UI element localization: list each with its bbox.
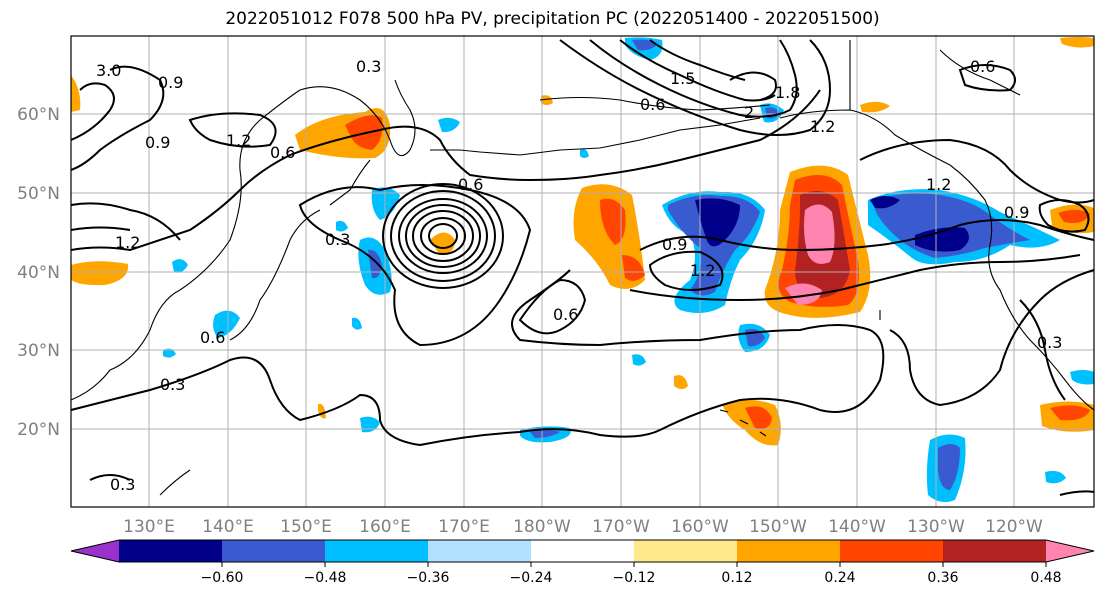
lat-tick-label: 40°N bbox=[17, 263, 60, 283]
contour-label: 1.2 bbox=[926, 175, 951, 194]
map-frame bbox=[70, 35, 1095, 508]
contour-label: 0.9 bbox=[662, 235, 687, 254]
colorbar-segment bbox=[119, 540, 223, 562]
coastlines bbox=[70, 40, 1095, 496]
lon-tick-label: 130°E bbox=[123, 517, 175, 537]
colorbar-segment bbox=[531, 540, 635, 562]
colorbar-segment bbox=[634, 540, 738, 562]
contour-label: 0.6 bbox=[270, 143, 295, 162]
lon-tick-label: 170°E bbox=[438, 517, 490, 537]
contour-label: 0.3 bbox=[160, 375, 185, 394]
lon-tick-label: 140°W bbox=[828, 517, 886, 537]
contour-label: 0.6 bbox=[553, 305, 578, 324]
colorbar-segment bbox=[325, 540, 429, 562]
contour-label: 0.6 bbox=[458, 175, 483, 194]
colorbar-label: 0.24 bbox=[824, 570, 855, 586]
colorbar-segment bbox=[943, 540, 1047, 562]
lat-tick-label: 20°N bbox=[17, 420, 60, 440]
map-area: 0.3 0.6 0.6 0.9 1.2 1.2 0.3 0.9 1.2 0.6 … bbox=[70, 35, 1095, 508]
colorbar-segment bbox=[840, 540, 944, 562]
contour-label: 0.3 bbox=[325, 230, 350, 249]
contour-label: 1.2 bbox=[226, 131, 251, 150]
colorbar-label: −0.24 bbox=[510, 570, 553, 586]
colorbar-label: −0.60 bbox=[201, 570, 244, 586]
lon-tick-label: 180°W bbox=[513, 517, 571, 537]
colorbar-label: −0.48 bbox=[304, 570, 347, 586]
contour-label: 1.2 bbox=[115, 233, 140, 252]
contour-label: 0.9 bbox=[158, 73, 183, 92]
contour-label: 0.3 bbox=[110, 475, 135, 494]
contour-label: 1.2 bbox=[810, 117, 835, 136]
colorbar-label: 0.12 bbox=[721, 570, 752, 586]
contour-label: 0.6 bbox=[640, 95, 665, 114]
colorbar-segment bbox=[222, 540, 326, 562]
longitude-axis: 130°E 140°E 150°E 160°E 170°E 180°W 170°… bbox=[123, 517, 1043, 537]
lon-tick-label: 170°W bbox=[592, 517, 650, 537]
contour-label: 0.6 bbox=[200, 328, 225, 347]
colorbar-label: −0.36 bbox=[407, 570, 450, 586]
colorbar-label: −0.12 bbox=[613, 570, 656, 586]
contour-label: 0.6 bbox=[970, 57, 995, 76]
lon-tick-label: 160°W bbox=[671, 517, 729, 537]
colorbar-extend-high bbox=[1046, 540, 1094, 562]
colorbar-segment bbox=[428, 540, 532, 562]
contour-label: 2 bbox=[744, 103, 754, 122]
lat-tick-label: 30°N bbox=[17, 341, 60, 361]
lat-tick-label: 60°N bbox=[17, 105, 60, 125]
latitude-axis: 60°N 50°N 40°N 30°N 20°N bbox=[17, 105, 60, 440]
lon-tick-label: 150°W bbox=[749, 517, 807, 537]
colorbar-segment bbox=[737, 540, 841, 562]
lon-tick-label: 120°W bbox=[985, 517, 1043, 537]
lon-tick-label: 150°E bbox=[280, 517, 332, 537]
lon-tick-label: 130°W bbox=[907, 517, 965, 537]
lon-tick-label: 160°E bbox=[359, 517, 411, 537]
colorbar: −0.60 −0.48 −0.36 −0.24 −0.12 0.12 0.24 0.36 0.4… bbox=[70, 539, 1095, 586]
lat-tick-label: 50°N bbox=[17, 184, 60, 204]
colorbar-extend-low bbox=[71, 540, 119, 562]
contour-label: 1.5 bbox=[670, 69, 695, 88]
contour-label: 1.8 bbox=[775, 83, 800, 102]
contour-label: 3.0 bbox=[96, 61, 121, 80]
contour-label: 0.3 bbox=[1037, 333, 1062, 352]
contour-label: 1.2 bbox=[690, 261, 715, 280]
colorbar-label: 0.48 bbox=[1030, 570, 1061, 586]
pv-contours bbox=[70, 39, 1095, 496]
lon-tick-label: 140°E bbox=[202, 517, 254, 537]
contour-label: 0.9 bbox=[1004, 203, 1029, 222]
contour-label: 0.9 bbox=[145, 133, 170, 152]
contour-label: 0.3 bbox=[356, 57, 381, 76]
contour-labels: 0.3 0.6 0.6 0.9 1.2 1.2 0.3 0.9 1.2 0.6 … bbox=[96, 57, 1062, 494]
map-title: 2022051012 F078 500 hPa PV, precipitatio… bbox=[225, 9, 880, 29]
colorbar-outline bbox=[70, 539, 1095, 563]
colorbar-label: 0.36 bbox=[927, 570, 958, 586]
